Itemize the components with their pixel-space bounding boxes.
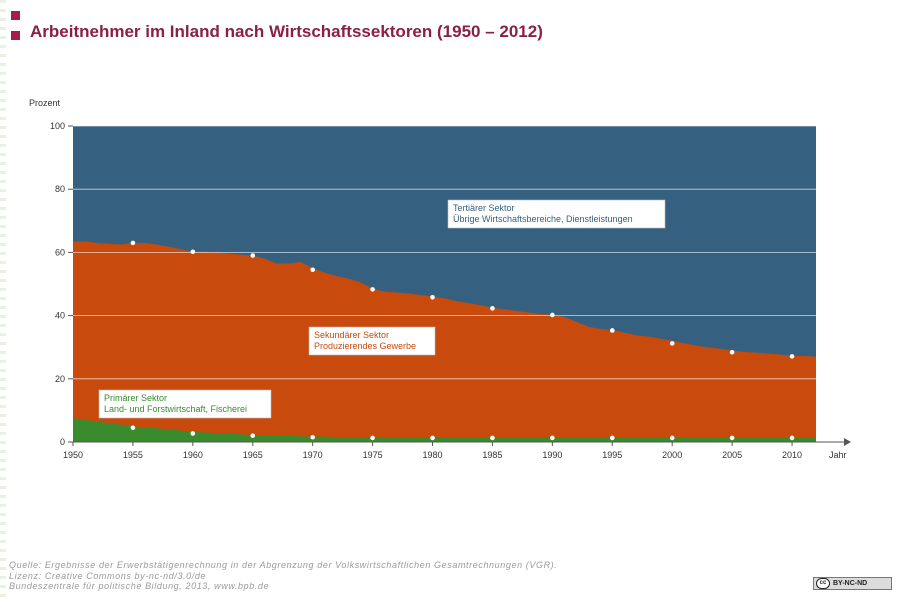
annotation-subtitle: Übrige Wirtschaftsbereiche, Dienstleistu… <box>453 214 633 224</box>
title-bullet-icon <box>11 31 20 40</box>
data-point-secondary <box>250 253 256 258</box>
data-point-primary <box>190 431 196 436</box>
x-tick-label: 1955 <box>123 450 143 460</box>
title-bullet-icon <box>11 11 20 20</box>
data-point-primary <box>609 435 615 441</box>
x-axis-arrow-icon <box>844 438 851 446</box>
footer-source-line: Quelle: Ergebnisse der Erwerbstätigenrec… <box>9 560 558 570</box>
footer-publisher-line: Bundeszentrale für politische Bildung, 2… <box>9 581 270 591</box>
x-tick-label: 1985 <box>482 450 502 460</box>
annotation-box <box>98 389 272 419</box>
data-point-secondary <box>430 294 435 300</box>
area-primary <box>73 418 816 442</box>
cc-icon: cc <box>816 578 830 589</box>
data-point-secondary <box>490 306 495 311</box>
footer-license-line: Lizenz: Creative Commons by-nc-nd/3.0/de <box>9 570 207 581</box>
data-point-primary <box>250 433 256 438</box>
x-axis-label: Jahr <box>829 450 847 460</box>
markers-layer <box>130 240 795 441</box>
data-point-primary <box>310 434 315 440</box>
data-point-primary <box>130 425 136 431</box>
axes-layer <box>68 125 851 446</box>
x-tick-label: 1965 <box>243 450 263 460</box>
x-tick-label: 1960 <box>183 450 203 460</box>
data-point-primary <box>669 435 675 441</box>
y-tick-label: 40 <box>55 311 65 321</box>
data-point-primary <box>729 435 735 441</box>
x-tick-label: 1980 <box>423 450 443 460</box>
annotation-box <box>447 199 666 229</box>
annotation-subtitle: Produzierendes Gewerbe <box>314 341 416 351</box>
annotation-title: Tertiärer Sektor <box>453 203 515 213</box>
grid-layer <box>73 125 816 380</box>
data-point-primary <box>490 435 495 441</box>
license-badge[interactable]: cc BY-NC-ND <box>813 577 892 590</box>
data-point-primary <box>370 435 375 441</box>
data-point-primary <box>550 435 555 441</box>
x-tick-label: 2010 <box>782 450 802 460</box>
data-point-secondary <box>310 267 315 273</box>
data-point-secondary <box>669 341 675 346</box>
source-footer: Quelle: Ergebnisse der Erwerbstätigenrec… <box>9 560 557 592</box>
data-point-secondary <box>789 354 795 359</box>
x-tick-label: 1950 <box>63 450 83 460</box>
data-point-primary <box>789 435 795 441</box>
x-tick-label: 1975 <box>363 450 383 460</box>
data-point-secondary <box>609 328 615 333</box>
data-point-primary <box>430 435 435 441</box>
data-point-secondary <box>130 240 136 246</box>
license-badge-text: BY-NC-ND <box>833 580 868 587</box>
annotation-title: Primärer Sektor <box>104 393 167 403</box>
y-tick-label: 20 <box>55 374 65 384</box>
annotation-title: Sekundärer Sektor <box>314 330 389 340</box>
annotation-box <box>308 326 436 356</box>
x-tick-label: 1990 <box>542 450 562 460</box>
data-point-secondary <box>729 349 735 355</box>
data-point-secondary <box>190 249 196 255</box>
y-tick-label: 100 <box>50 121 65 131</box>
chart-title: Arbeitnehmer im Inland nach Wirtschaftss… <box>30 22 543 41</box>
y-axis-label: Prozent <box>29 98 61 108</box>
left-edge-decoration <box>0 0 6 600</box>
x-tick-label: 2000 <box>662 450 682 460</box>
y-tick-label: 60 <box>55 247 65 257</box>
labels-layer: 0 20 40 60 80 100 Prozent 1950 1955 1960 1965 1970 1… <box>29 98 847 460</box>
data-point-secondary <box>550 312 555 318</box>
y-tick-label: 0 <box>60 437 65 447</box>
x-tick-label: 2005 <box>722 450 742 460</box>
y-tick-label: 80 <box>55 184 65 194</box>
data-point-secondary <box>370 287 375 292</box>
x-tick-label: 1970 <box>303 450 323 460</box>
x-tick-label: 1995 <box>602 450 622 460</box>
annotation-subtitle: Land- und Forstwirtschaft, Fischerei <box>104 404 247 414</box>
